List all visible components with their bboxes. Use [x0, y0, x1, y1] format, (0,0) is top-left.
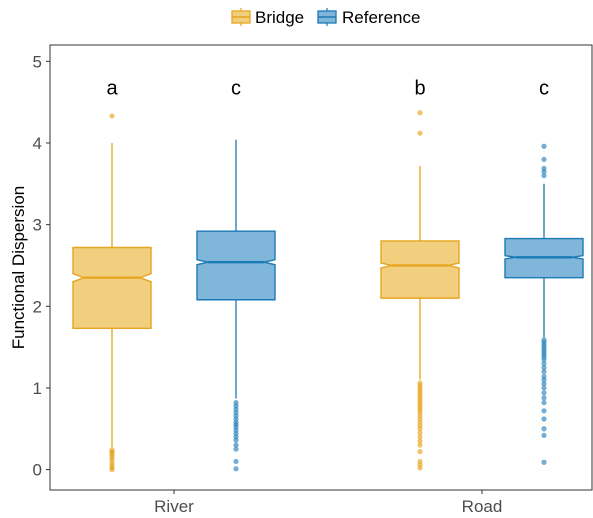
outlier-point: [541, 459, 547, 465]
outlier-point: [417, 434, 423, 440]
y-tick-label: 2: [33, 297, 42, 316]
outlier-point: [541, 432, 547, 438]
plot-panel-border: [49, 44, 593, 491]
significance-letter: c: [231, 77, 241, 99]
outlier-point: [417, 430, 423, 436]
outlier-point: [541, 377, 547, 383]
box-body: [380, 240, 460, 299]
outlier-point: [541, 395, 547, 401]
boxplot-marks: [72, 110, 584, 473]
legend-label-bridge: Bridge: [255, 8, 304, 27]
box-reference-road: [504, 143, 584, 465]
x-axis: River Road: [154, 490, 502, 516]
legend-label-reference: Reference: [342, 8, 420, 27]
outlier-point: [541, 173, 547, 179]
legend-key-bridge: [231, 8, 251, 26]
outlier-point: [541, 381, 547, 387]
outlier-point: [233, 446, 239, 452]
box-body: [196, 230, 276, 301]
outlier-point: [417, 442, 423, 448]
legend: Bridge Reference: [231, 8, 420, 27]
outlier-point: [541, 364, 547, 371]
outlier-point: [233, 442, 239, 448]
y-tick-label: 3: [33, 216, 42, 235]
y-tick-label: 0: [33, 461, 42, 480]
x-tick-label: Road: [462, 497, 503, 516]
box-bridge-river: [72, 113, 152, 473]
outlier-point: [541, 168, 547, 175]
outlier-point: [417, 465, 423, 471]
outlier-point: [541, 369, 547, 375]
outlier-point: [541, 416, 547, 422]
outlier-point: [233, 466, 239, 472]
y-axis-title: Functional Dispersion: [9, 186, 28, 349]
outlier-point: [541, 356, 547, 362]
significance-letter: b: [414, 77, 425, 99]
outlier-point: [417, 110, 423, 116]
outlier-point: [109, 466, 115, 473]
significance-letter: c: [539, 77, 549, 99]
outlier-point: [541, 156, 547, 162]
outlier-point: [417, 426, 423, 432]
outlier-point: [541, 385, 547, 391]
outlier-point: [417, 438, 423, 444]
outlier-point: [109, 113, 115, 119]
y-tick-label: 4: [33, 134, 42, 153]
outlier-point: [417, 449, 423, 455]
y-tick-label: 5: [33, 52, 42, 71]
outlier-point: [541, 390, 547, 396]
legend-key-reference: [317, 8, 337, 26]
box-body: [72, 246, 152, 330]
box-bridge-road: [380, 110, 460, 471]
significance-letter: a: [106, 77, 118, 99]
outlier-point: [233, 458, 239, 465]
y-tick-label: 1: [33, 379, 42, 398]
outlier-point: [233, 437, 239, 443]
outlier-point: [541, 143, 547, 149]
outlier-point: [541, 400, 547, 406]
x-tick-label: River: [154, 497, 194, 516]
outlier-point: [541, 360, 547, 367]
box-reference-river: [196, 139, 276, 472]
y-axis: 0 1 2 3 4 5: [33, 52, 50, 480]
outlier-point: [417, 130, 423, 136]
outlier-point: [541, 426, 547, 432]
outlier-point: [541, 408, 547, 414]
